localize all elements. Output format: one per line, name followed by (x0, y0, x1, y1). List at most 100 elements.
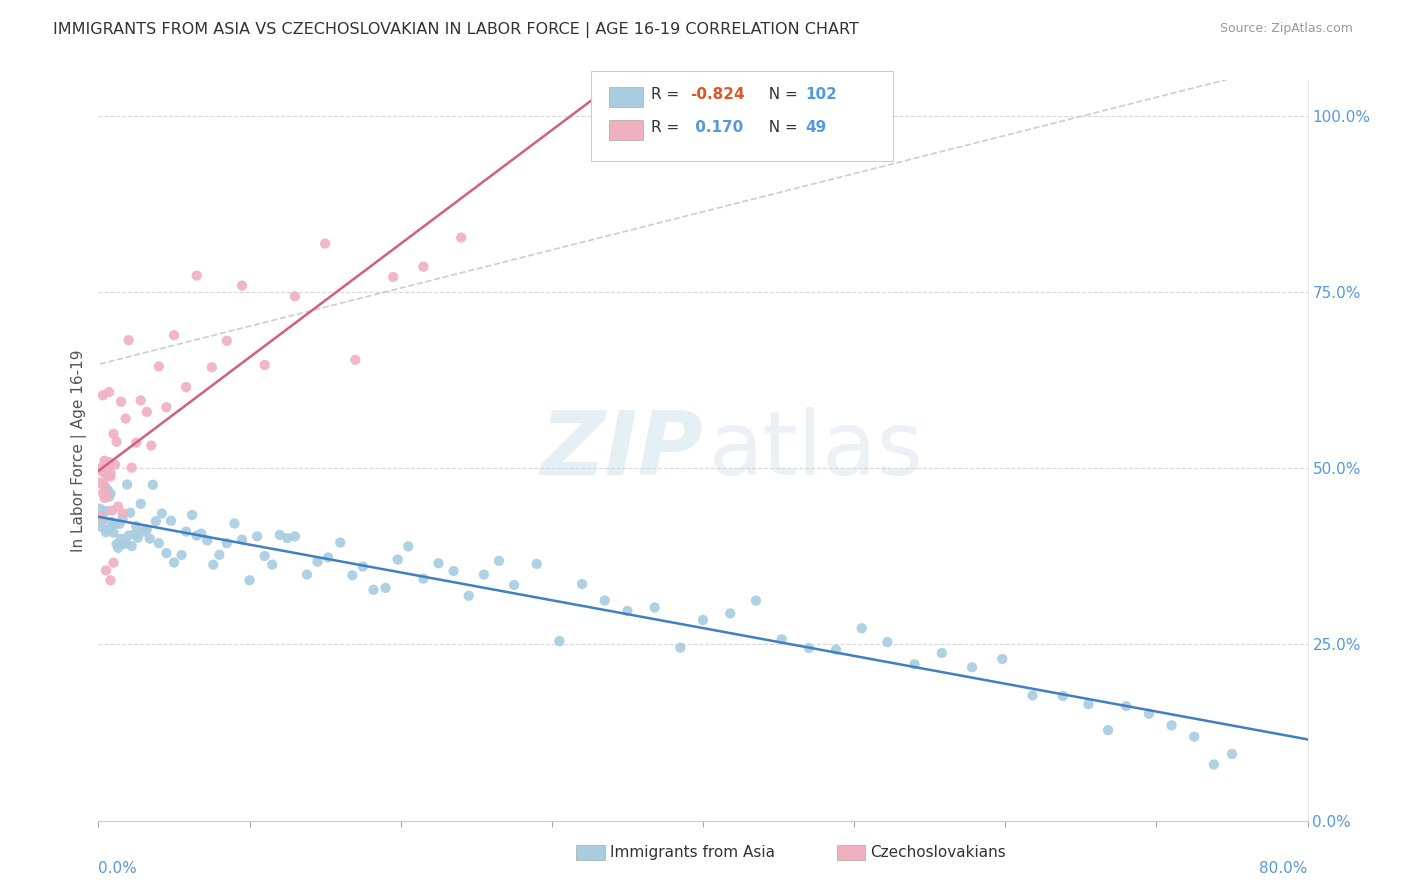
Text: IMMIGRANTS FROM ASIA VS CZECHOSLOVAKIAN IN LABOR FORCE | AGE 16-19 CORRELATION C: IMMIGRANTS FROM ASIA VS CZECHOSLOVAKIAN … (53, 22, 859, 38)
Point (91, 485, 114, 500)
Point (135, 523, 157, 537)
Point (1160, 718, 1182, 732)
Point (125, 519, 148, 533)
Point (98, 490, 121, 504)
Point (190, 526, 212, 541)
Point (108, 516, 131, 531)
Point (215, 536, 238, 550)
Point (215, 334, 238, 348)
Point (412, 572, 434, 586)
Point (253, 358, 276, 372)
Point (103, 556, 125, 570)
Point (503, 578, 526, 592)
Point (135, 405, 157, 419)
Point (316, 550, 339, 565)
Point (120, 506, 142, 520)
Point (115, 477, 138, 491)
Point (904, 657, 927, 672)
Point (224, 516, 246, 531)
Point (616, 604, 638, 618)
Point (111, 506, 134, 520)
Point (387, 552, 409, 566)
Point (150, 507, 173, 521)
Point (269, 528, 291, 542)
Point (262, 558, 284, 572)
Point (163, 556, 186, 570)
Point (121, 460, 143, 475)
Point (142, 477, 165, 491)
Point (797, 641, 820, 656)
Point (91, 388, 114, 402)
Point (132, 524, 155, 539)
Point (526, 557, 548, 571)
Point (991, 652, 1014, 666)
Point (644, 600, 666, 615)
Point (770, 632, 793, 647)
Point (307, 555, 329, 569)
Text: N =: N = (759, 120, 803, 135)
Point (110, 394, 132, 409)
Point (1097, 723, 1119, 737)
Point (100, 487, 122, 501)
Point (472, 567, 495, 582)
Point (90, 509, 112, 524)
Point (91, 465, 114, 479)
Point (100, 466, 122, 480)
Point (93, 491, 115, 505)
Point (100, 469, 122, 483)
Point (412, 260, 434, 274)
Point (124, 527, 146, 541)
Point (1137, 706, 1160, 721)
Point (1077, 697, 1099, 711)
Text: Czechoslovakians: Czechoslovakians (870, 845, 1007, 860)
Point (231, 533, 253, 547)
Point (127, 531, 149, 545)
Point (1021, 689, 1043, 703)
Point (114, 411, 136, 425)
Point (129, 497, 152, 511)
Point (94, 563, 117, 577)
Text: Source: ZipAtlas.com: Source: ZipAtlas.com (1219, 22, 1353, 36)
Point (1182, 730, 1205, 744)
Point (931, 646, 953, 660)
Y-axis label: In Labor Force | Age 16-19: In Labor Force | Age 16-19 (72, 349, 87, 552)
Point (960, 660, 983, 674)
Point (104, 516, 127, 531)
Point (96, 458, 118, 473)
Point (148, 359, 170, 374)
Point (94, 457, 117, 471)
Point (94, 525, 117, 540)
Point (90, 461, 112, 475)
Point (1115, 699, 1137, 714)
Point (450, 230, 472, 244)
Point (374, 581, 396, 595)
Point (443, 564, 465, 578)
Point (488, 554, 510, 568)
Text: R =: R = (651, 120, 685, 135)
Point (139, 532, 162, 546)
Text: R =: R = (651, 87, 685, 102)
Point (89, 501, 111, 516)
Text: 0.170: 0.170 (690, 120, 744, 135)
Point (111, 512, 134, 526)
Point (284, 529, 307, 543)
Point (202, 558, 225, 572)
Point (284, 289, 307, 303)
Point (170, 548, 193, 562)
Point (129, 393, 152, 408)
Point (112, 537, 135, 551)
Point (344, 352, 367, 367)
Point (163, 328, 186, 343)
Point (718, 607, 741, 621)
Point (342, 568, 364, 582)
Point (155, 546, 177, 560)
Point (174, 524, 197, 539)
Point (571, 577, 593, 591)
Point (98, 455, 121, 469)
Text: 102: 102 (806, 87, 838, 102)
Point (89, 475, 111, 490)
Point (101, 515, 124, 529)
Point (98, 522, 121, 536)
Point (118, 528, 141, 542)
Point (93, 478, 115, 492)
